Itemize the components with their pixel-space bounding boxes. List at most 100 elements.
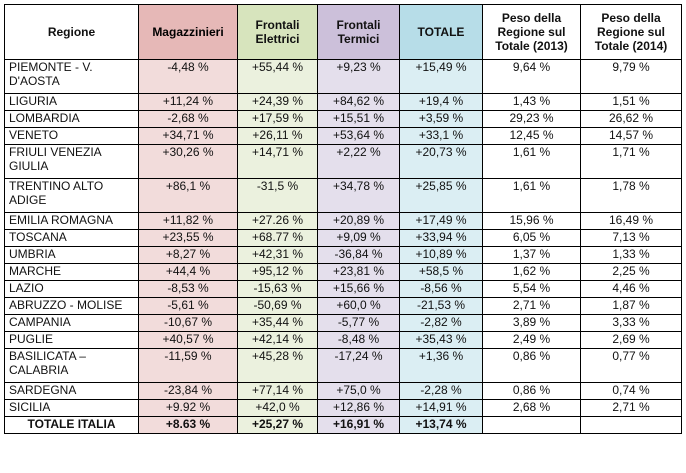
cell-peso-2013: 15,96 % — [482, 212, 581, 230]
cell-regione: LIGURIA — [4, 93, 139, 111]
total-cell-frontali-elettrici: +25,27 % — [237, 416, 318, 434]
cell-frontali-elettrici: +24,39 % — [237, 93, 318, 111]
cell-frontali-elettrici: +42,14 % — [237, 331, 318, 349]
table-row: CAMPANIA -10,67 % +35,44 % -5,77 % -2,82 % 3,… — [4, 314, 682, 332]
cell-frontali-termici: +75,0 % — [317, 382, 400, 400]
cell-frontali-termici: +9,09 % — [317, 229, 400, 247]
cell-regione: UMBRIA — [4, 246, 139, 264]
cell-frontali-elettrici: +27.26 % — [237, 212, 318, 230]
cell-peso-2013: 2,49 % — [482, 331, 581, 349]
cell-frontali-elettrici: -50,69 % — [237, 297, 318, 315]
cell-frontali-elettrici: +42,31 % — [237, 246, 318, 264]
cell-regione: TRENTINO ALTO ADIGE — [4, 178, 139, 213]
total-cell-peso-2013 — [482, 416, 581, 434]
cell-regione: SARDEGNA — [4, 382, 139, 400]
header-magazzinieri: Magazzinieri — [138, 4, 238, 60]
cell-totale: +35,43 % — [399, 331, 483, 349]
cell-peso-2014: 2,69 % — [580, 331, 682, 349]
cell-frontali-elettrici: -15,63 % — [237, 280, 318, 298]
cell-frontali-elettrici: +14,71 % — [237, 144, 318, 179]
cell-frontali-termici: +12,86 % — [317, 399, 400, 417]
cell-frontali-elettrici: +42,0 % — [237, 399, 318, 417]
cell-totale: +1,36 % — [399, 348, 483, 383]
cell-frontali-elettrici: +68.77 % — [237, 229, 318, 247]
cell-regione: SICILIA — [4, 399, 139, 417]
cell-magazzinieri: -2,68 % — [138, 110, 238, 128]
table-row: MARCHE +44,4 % +95,12 % +23,81 % +58,5 % 1,62… — [4, 263, 682, 281]
cell-frontali-termici: +15,66 % — [317, 280, 400, 298]
cell-peso-2013: 2,68 % — [482, 399, 581, 417]
regional-data-table: Regione Magazzinieri Frontali Elettrici … — [4, 4, 682, 434]
cell-magazzinieri: +30,26 % — [138, 144, 238, 179]
cell-peso-2013: 9,64 % — [482, 59, 581, 94]
table-row: TRENTINO ALTO ADIGE +86,1 % -31,5 % +34,78 … — [4, 178, 682, 213]
cell-magazzinieri: -5,61 % — [138, 297, 238, 315]
cell-totale: +14,91 % — [399, 399, 483, 417]
cell-magazzinieri: +44,4 % — [138, 263, 238, 281]
cell-regione: VENETO — [4, 127, 139, 145]
cell-magazzinieri: -11,59 % — [138, 348, 238, 383]
cell-regione: MARCHE — [4, 263, 139, 281]
cell-totale: -2,82 % — [399, 314, 483, 332]
table-row: LOMBARDIA -2,68 % +17,59 % +15,51 % +3,59 % 2… — [4, 110, 682, 128]
cell-totale: +58,5 % — [399, 263, 483, 281]
cell-peso-2014: 26,62 % — [580, 110, 682, 128]
cell-peso-2013: 1,61 % — [482, 144, 581, 179]
total-cell-regione: TOTALE ITALIA — [4, 416, 139, 434]
table-row: PUGLIE +40,57 % +42,14 % -8,48 % +35,43 % 2,4… — [4, 331, 682, 349]
cell-frontali-termici: -8,48 % — [317, 331, 400, 349]
cell-magazzinieri: -10,67 % — [138, 314, 238, 332]
cell-peso-2013: 1,61 % — [482, 178, 581, 213]
cell-peso-2014: 3,33 % — [580, 314, 682, 332]
cell-frontali-termici: +23,81 % — [317, 263, 400, 281]
header-peso-2014: Peso della Regione sul Totale (2014) — [580, 4, 682, 60]
cell-frontali-termici: +34,78 % — [317, 178, 400, 213]
cell-peso-2014: 2,25 % — [580, 263, 682, 281]
cell-frontali-elettrici: +17,59 % — [237, 110, 318, 128]
cell-frontali-elettrici: +55,44 % — [237, 59, 318, 94]
header-regione: Regione — [4, 4, 139, 60]
cell-peso-2013: 0,86 % — [482, 348, 581, 383]
cell-frontali-termici: +9,23 % — [317, 59, 400, 94]
table-row: LAZIO -8,53 % -15,63 % +15,66 % -8,56 % 5,54 … — [4, 280, 682, 298]
cell-totale: -2,28 % — [399, 382, 483, 400]
header-totale: TOTALE — [399, 4, 483, 60]
header-frontali-elettrici: Frontali Elettrici — [237, 4, 318, 60]
cell-peso-2014: 14,57 % — [580, 127, 682, 145]
cell-peso-2013: 12,45 % — [482, 127, 581, 145]
cell-magazzinieri: -8,53 % — [138, 280, 238, 298]
cell-totale: +15,49 % — [399, 59, 483, 94]
cell-frontali-elettrici: +45,28 % — [237, 348, 318, 383]
total-cell-magazzinieri: +8.63 % — [138, 416, 238, 434]
cell-regione: CAMPANIA — [4, 314, 139, 332]
cell-frontali-termici: +2,22 % — [317, 144, 400, 179]
cell-totale: +33,1 % — [399, 127, 483, 145]
table-row: VENETO +34,71 % +26,11 % +53,64 % +33,1 % 12,… — [4, 127, 682, 145]
cell-peso-2014: 9,79 % — [580, 59, 682, 94]
cell-peso-2014: 7,13 % — [580, 229, 682, 247]
cell-magazzinieri: +11,24 % — [138, 93, 238, 111]
cell-totale: +25,85 % — [399, 178, 483, 213]
cell-frontali-elettrici: +77,14 % — [237, 382, 318, 400]
total-row: TOTALE ITALIA +8.63 % +25,27 % +16,91 % +13,… — [4, 416, 682, 434]
cell-regione: PUGLIE — [4, 331, 139, 349]
cell-peso-2014: 0,77 % — [580, 348, 682, 383]
cell-peso-2013: 3,89 % — [482, 314, 581, 332]
cell-regione: TOSCANA — [4, 229, 139, 247]
cell-peso-2014: 0,74 % — [580, 382, 682, 400]
cell-frontali-elettrici: +26,11 % — [237, 127, 318, 145]
cell-magazzinieri: -23,84 % — [138, 382, 238, 400]
cell-peso-2014: 1,51 % — [580, 93, 682, 111]
cell-peso-2013: 6,05 % — [482, 229, 581, 247]
cell-magazzinieri: +9.92 % — [138, 399, 238, 417]
cell-magazzinieri: +34,71 % — [138, 127, 238, 145]
cell-peso-2014: 2,71 % — [580, 399, 682, 417]
cell-magazzinieri: +40,57 % — [138, 331, 238, 349]
cell-regione: BASILICATA – CALABRIA — [4, 348, 139, 383]
cell-peso-2014: 4,46 % — [580, 280, 682, 298]
cell-peso-2013: 5,54 % — [482, 280, 581, 298]
cell-magazzinieri: +11,82 % — [138, 212, 238, 230]
header-row: Regione Magazzinieri Frontali Elettrici … — [4, 4, 682, 60]
cell-peso-2013: 1,37 % — [482, 246, 581, 264]
cell-peso-2014: 1,33 % — [580, 246, 682, 264]
